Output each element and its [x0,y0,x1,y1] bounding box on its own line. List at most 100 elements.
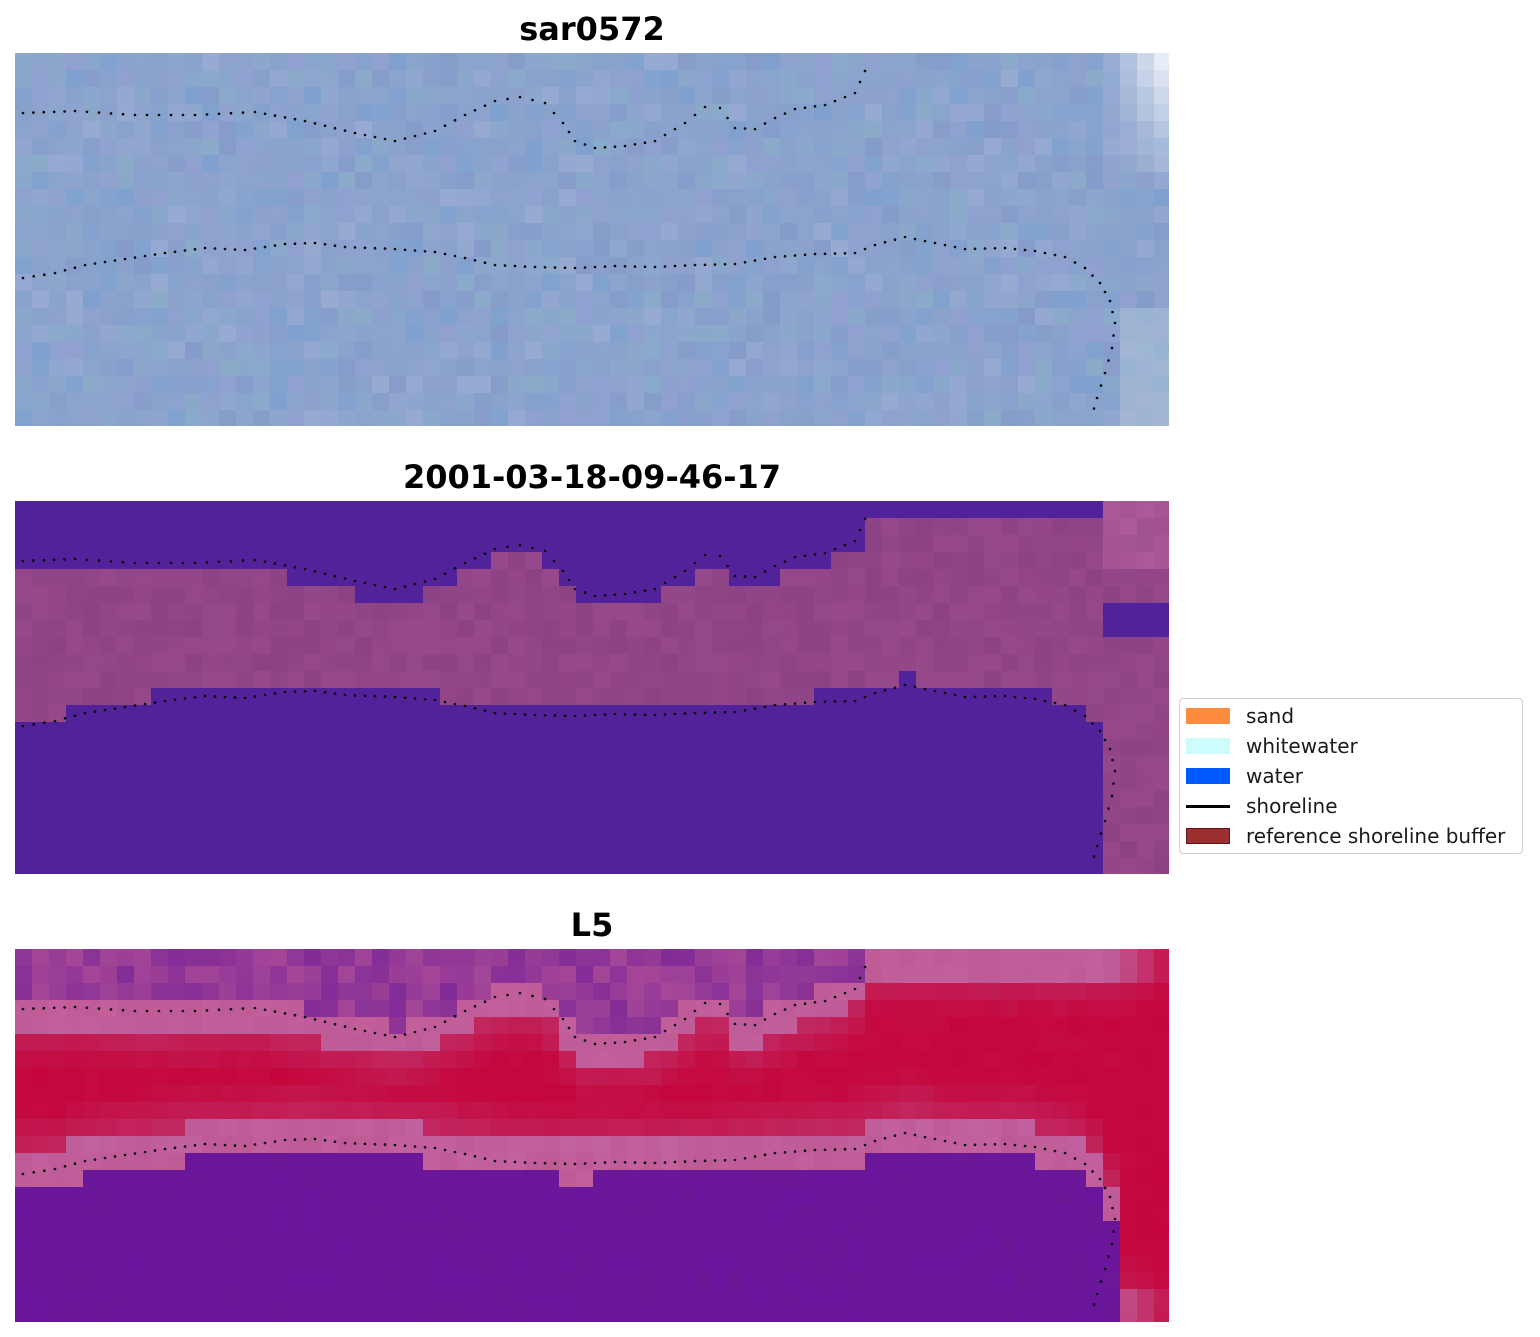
index-pixel [746,949,763,966]
index-pixel [916,1238,933,1255]
rgb-pixel [1069,206,1086,223]
rgb-pixel [49,359,66,376]
shoreline-dot [643,589,647,592]
rgb-pixel [1137,257,1154,274]
class-pixel [151,807,168,824]
class-pixel [440,569,457,586]
class-pixel [865,620,882,637]
index-pixel [15,1068,32,1085]
class-pixel [695,535,712,552]
index-pixel [1103,1272,1120,1289]
rgb-pixel [151,410,168,426]
rgb-pixel [525,121,542,138]
rgb-pixel [1154,206,1169,223]
index-pixel [1001,1289,1018,1306]
class-pixel [797,586,814,603]
rgb-pixel [355,342,372,359]
rgb-pixel [644,104,661,121]
index-pixel [542,1306,559,1322]
rgb-pixel [1086,342,1103,359]
rgb-pixel [457,87,474,104]
class-pixel [270,603,287,620]
class-pixel [457,739,474,756]
rgb-pixel [406,240,423,257]
index-pixel [576,1306,593,1322]
index-pixel [134,983,151,1000]
class-pixel [644,824,661,841]
rgb-pixel [967,257,984,274]
class-pixel [1086,858,1103,874]
index-pixel [168,1102,185,1119]
index-pixel [797,1289,814,1306]
index-pixel [1154,966,1169,983]
rgb-pixel [967,274,984,291]
class-pixel [763,586,780,603]
class-pixel [661,858,678,874]
rgb-pixel [253,376,270,393]
class-pixel [967,773,984,790]
shoreline-dot [653,265,657,269]
index-pixel [389,1068,406,1085]
shoreline-dot [703,263,707,267]
rgb-pixel [406,206,423,223]
rgb-pixel [355,138,372,155]
class-pixel [627,722,644,739]
shoreline-dot [663,1029,667,1033]
index-pixel [321,966,338,983]
rgb-pixel [1103,155,1120,172]
index-pixel [389,1017,406,1034]
index-pixel [185,1000,202,1017]
rgb-pixel [882,308,899,325]
index-pixel [848,1000,865,1017]
shoreline-dot [983,247,987,250]
class-pixel [695,518,712,535]
rgb-pixel [134,393,151,410]
index-pixel [1137,1255,1154,1272]
index-pixel [559,949,576,966]
class-pixel [1069,620,1086,637]
index-pixel [865,1119,882,1136]
class-pixel [984,841,1001,858]
class-pixel [423,756,440,773]
rgb-pixel [678,342,695,359]
rgb-pixel [831,155,848,172]
shoreline-dot [433,250,437,254]
class-pixel [916,637,933,654]
rgb-pixel [746,155,763,172]
class-pixel [338,705,355,722]
index-pixel [185,1255,202,1272]
class-pixel [1001,858,1018,874]
rgb-pixel [984,53,1001,70]
class-pixel [338,535,355,552]
shoreline-dot [313,689,317,693]
class-pixel [933,705,950,722]
rgb-pixel [440,342,457,359]
rgb-pixel [797,138,814,155]
class-pixel [865,569,882,586]
rgb-pixel [763,376,780,393]
shoreline-dot [567,130,571,134]
class-pixel [678,705,695,722]
rgb-pixel [236,189,253,206]
index-pixel [423,1034,440,1051]
class-pixel [457,773,474,790]
rgb-pixel [151,308,168,325]
index-pixel [202,1034,219,1051]
lower-shoreline [21,683,1117,858]
index-pixel [321,1238,338,1255]
class-pixel [950,688,967,705]
rgb-pixel [644,53,661,70]
class-pixel [1120,518,1137,535]
index-pixel [780,1204,797,1221]
shoreline-dot [663,265,667,268]
class-pixel [984,756,1001,773]
index-pixel [814,1085,831,1102]
rgb-pixel [406,223,423,240]
rgb-pixel [151,87,168,104]
index-pixel [100,949,117,966]
index-pixel [168,1204,185,1221]
rgb-pixel [423,240,440,257]
index-pixel [729,1068,746,1085]
class-pixel [950,671,967,688]
class-pixel [916,654,933,671]
